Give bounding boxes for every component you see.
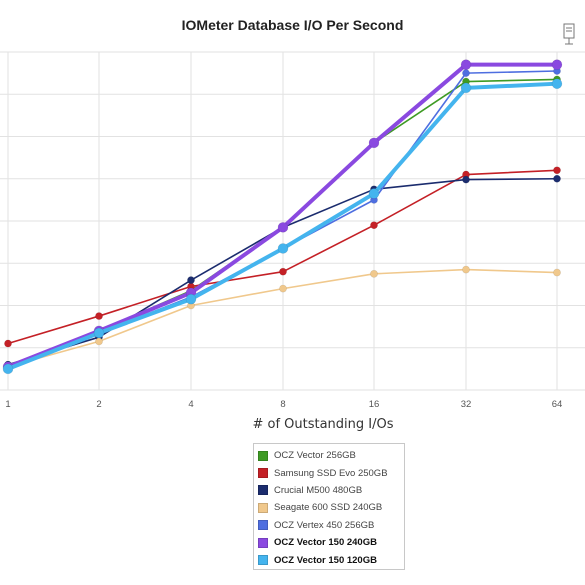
x-tick-label: 4 <box>188 399 193 410</box>
legend-item: OCZ Vertex 450 256GB <box>258 517 399 534</box>
data-point <box>187 276 195 285</box>
data-point <box>279 284 287 293</box>
x-tick-label: 32 <box>461 399 472 410</box>
data-point <box>553 268 561 277</box>
data-point <box>95 312 103 320</box>
legend-label: Samsung SSD Evo 250GB <box>274 467 388 479</box>
legend-swatch <box>258 502 268 513</box>
legend-swatch <box>258 555 268 566</box>
series-6 <box>2 78 563 375</box>
data-point <box>279 267 287 276</box>
data-point <box>553 174 561 183</box>
data-point <box>462 69 470 78</box>
x-tick-label: 2 <box>96 399 101 410</box>
data-point <box>551 59 563 70</box>
series-1 <box>4 166 561 348</box>
legend-label: OCZ Vector 150 120GB <box>274 554 377 566</box>
data-point <box>2 363 14 375</box>
legend-item: OCZ Vector 150 120GB <box>258 551 399 568</box>
data-point <box>93 327 105 339</box>
data-point <box>185 293 197 305</box>
data-point <box>462 265 470 274</box>
figure-icon <box>563 23 575 45</box>
x-tick-label: 8 <box>280 399 285 410</box>
legend-item: Samsung SSD Evo 250GB <box>258 464 399 481</box>
data-point <box>4 339 12 348</box>
chart-title: IOMeter Database I/O Per Second <box>181 17 404 33</box>
series-lines <box>2 59 563 375</box>
legend-item: OCZ Vector 150 240GB <box>258 534 399 551</box>
x-tick-label: 64 <box>552 399 563 410</box>
legend-item: Seagate 600 SSD 240GB <box>258 499 399 516</box>
legend-label: Seagate 600 SSD 240GB <box>274 502 383 514</box>
legend-swatch <box>258 450 268 461</box>
data-point <box>460 59 472 70</box>
x-axis-label: # of Outstanding I/Os <box>252 417 393 432</box>
legend-label: Crucial M500 480GB <box>274 484 363 496</box>
legend-swatch <box>258 468 268 479</box>
legend-swatch <box>258 537 268 548</box>
legend-label: OCZ Vertex 450 256GB <box>274 519 375 531</box>
data-point <box>277 243 289 254</box>
legend-label: OCZ Vector 150 240GB <box>274 537 377 549</box>
data-point <box>370 221 378 230</box>
x-tick-label: 16 <box>369 399 380 410</box>
data-point <box>462 175 470 184</box>
legend: OCZ Vector 256GB Samsung SSD Evo 250GB Cru… <box>253 443 405 570</box>
data-point <box>370 269 378 278</box>
x-tick-label: 1 <box>5 399 10 410</box>
data-point <box>460 82 472 94</box>
data-point <box>368 137 380 149</box>
legend-swatch <box>258 485 268 496</box>
legend-label: OCZ Vector 256GB <box>274 450 356 462</box>
data-point <box>95 337 103 346</box>
legend-swatch <box>258 520 268 531</box>
data-point <box>551 78 563 89</box>
data-point <box>368 188 380 199</box>
data-point <box>277 222 289 233</box>
data-point <box>553 166 561 175</box>
x-tick-labels: 1 2 4 8 16 32 64 <box>5 399 562 410</box>
legend-item: Crucial M500 480GB <box>258 482 399 499</box>
legend-item: OCZ Vector 256GB <box>258 447 399 464</box>
